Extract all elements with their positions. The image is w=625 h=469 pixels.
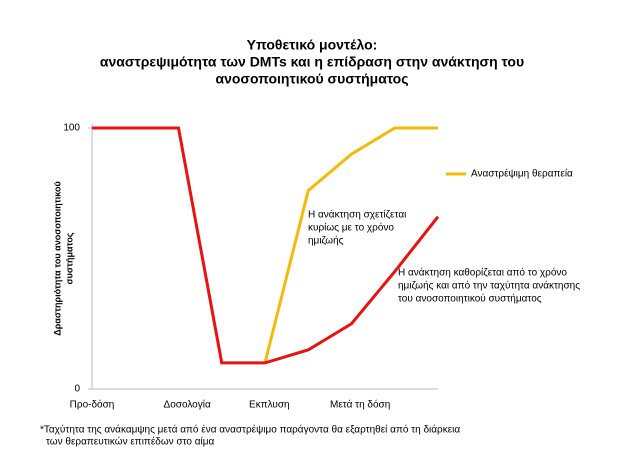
annotation: Η ανάκτηση καθορίζεται από το χρόνο [398,267,567,279]
annotation: του ανοσοποιητικού συστήματος [398,293,542,305]
legend-label: Αναστρέψιμη θεραπεία [471,168,573,180]
x-tick-label: Προ-δόση [70,399,115,411]
y-tick-label: 0 [74,384,80,395]
annotation: ημιζωής [308,235,344,247]
annotation: Η ανάκτηση σχετίζεται [308,209,406,221]
chart-title: Υποθετικό μοντέλο: [247,37,378,53]
footnote: των θεραπευτικών επιπέδων στο αίμα [46,436,215,448]
chart-title: ανοσοποιητικού συστήματος [215,71,408,87]
annotation: κυρίως με το χρόνο [308,222,394,234]
footnote: *Ταχύτητα της ανάκαμψης μετά από ένα ανα… [40,424,460,436]
y-axis-label-line: συστήματος [64,232,74,284]
line-series [92,126,440,365]
y-axis-label-line: Δραστηριότητα του ανοσοποιητικού [52,181,62,335]
y-axis-label: Δραστηριότητα του ανοσοποιητικού συστήματ… [52,181,74,335]
line-series [263,126,438,364]
annotation: ημιζωής και από την ταχύτητα ανάκτησης [398,280,580,292]
x-tick-label: Εκπλυση [249,400,290,411]
y-tick-label: 100 [63,123,80,134]
x-tick-label: Μετά τη δόση [330,399,390,411]
chart-title: αναστρεψιμότητα των DMTs και η επίδραση … [100,54,524,70]
x-tick-label: Δοσολογία [164,399,211,411]
